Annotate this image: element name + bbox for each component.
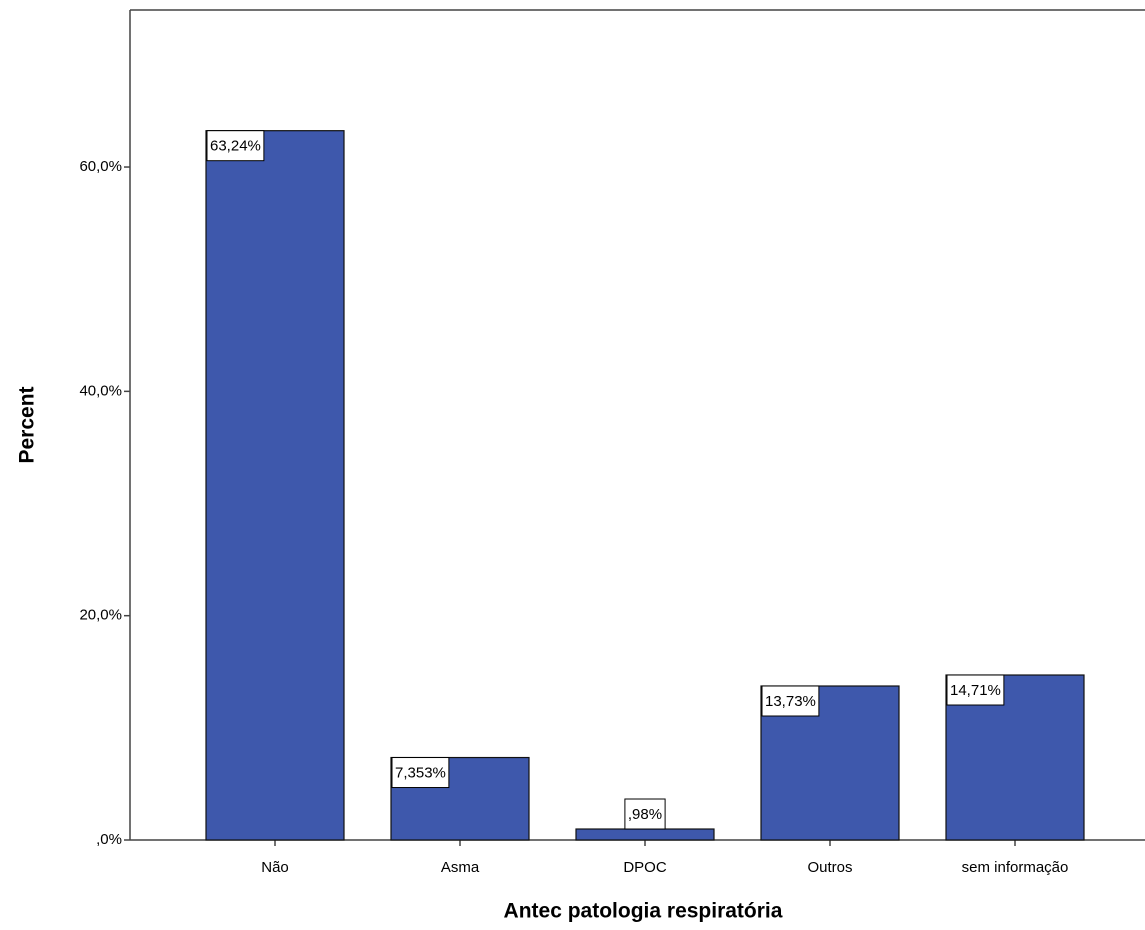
value-label-box	[391, 757, 450, 789]
value-label: ,98%	[628, 806, 662, 823]
x-axis-title: Antec patologia respiratória	[504, 900, 783, 923]
y-axis-title: Percent	[16, 386, 39, 463]
value-label-box	[624, 798, 666, 830]
value-label: 13,73%	[765, 693, 816, 710]
value-label: 63,24%	[210, 138, 261, 155]
y-tick-label: 60,0%	[79, 158, 122, 175]
y-tick-label: 20,0%	[79, 607, 122, 624]
value-label: 14,71%	[950, 682, 1001, 699]
value-label-box	[761, 685, 820, 717]
x-tick-label: DPOC	[623, 859, 667, 876]
bar	[205, 130, 345, 841]
value-label-box	[946, 674, 1005, 706]
x-tick-label: Asma	[441, 859, 480, 876]
value-label-box	[206, 130, 265, 162]
x-tick-label: Outros	[807, 859, 852, 876]
y-tick-label: ,0%	[96, 831, 122, 848]
y-tick-label: 40,0%	[79, 382, 122, 399]
x-tick-label: sem informação	[962, 859, 1069, 876]
value-label: 7,353%	[395, 764, 446, 781]
bar	[575, 828, 715, 841]
x-tick-label: Não	[261, 859, 289, 876]
